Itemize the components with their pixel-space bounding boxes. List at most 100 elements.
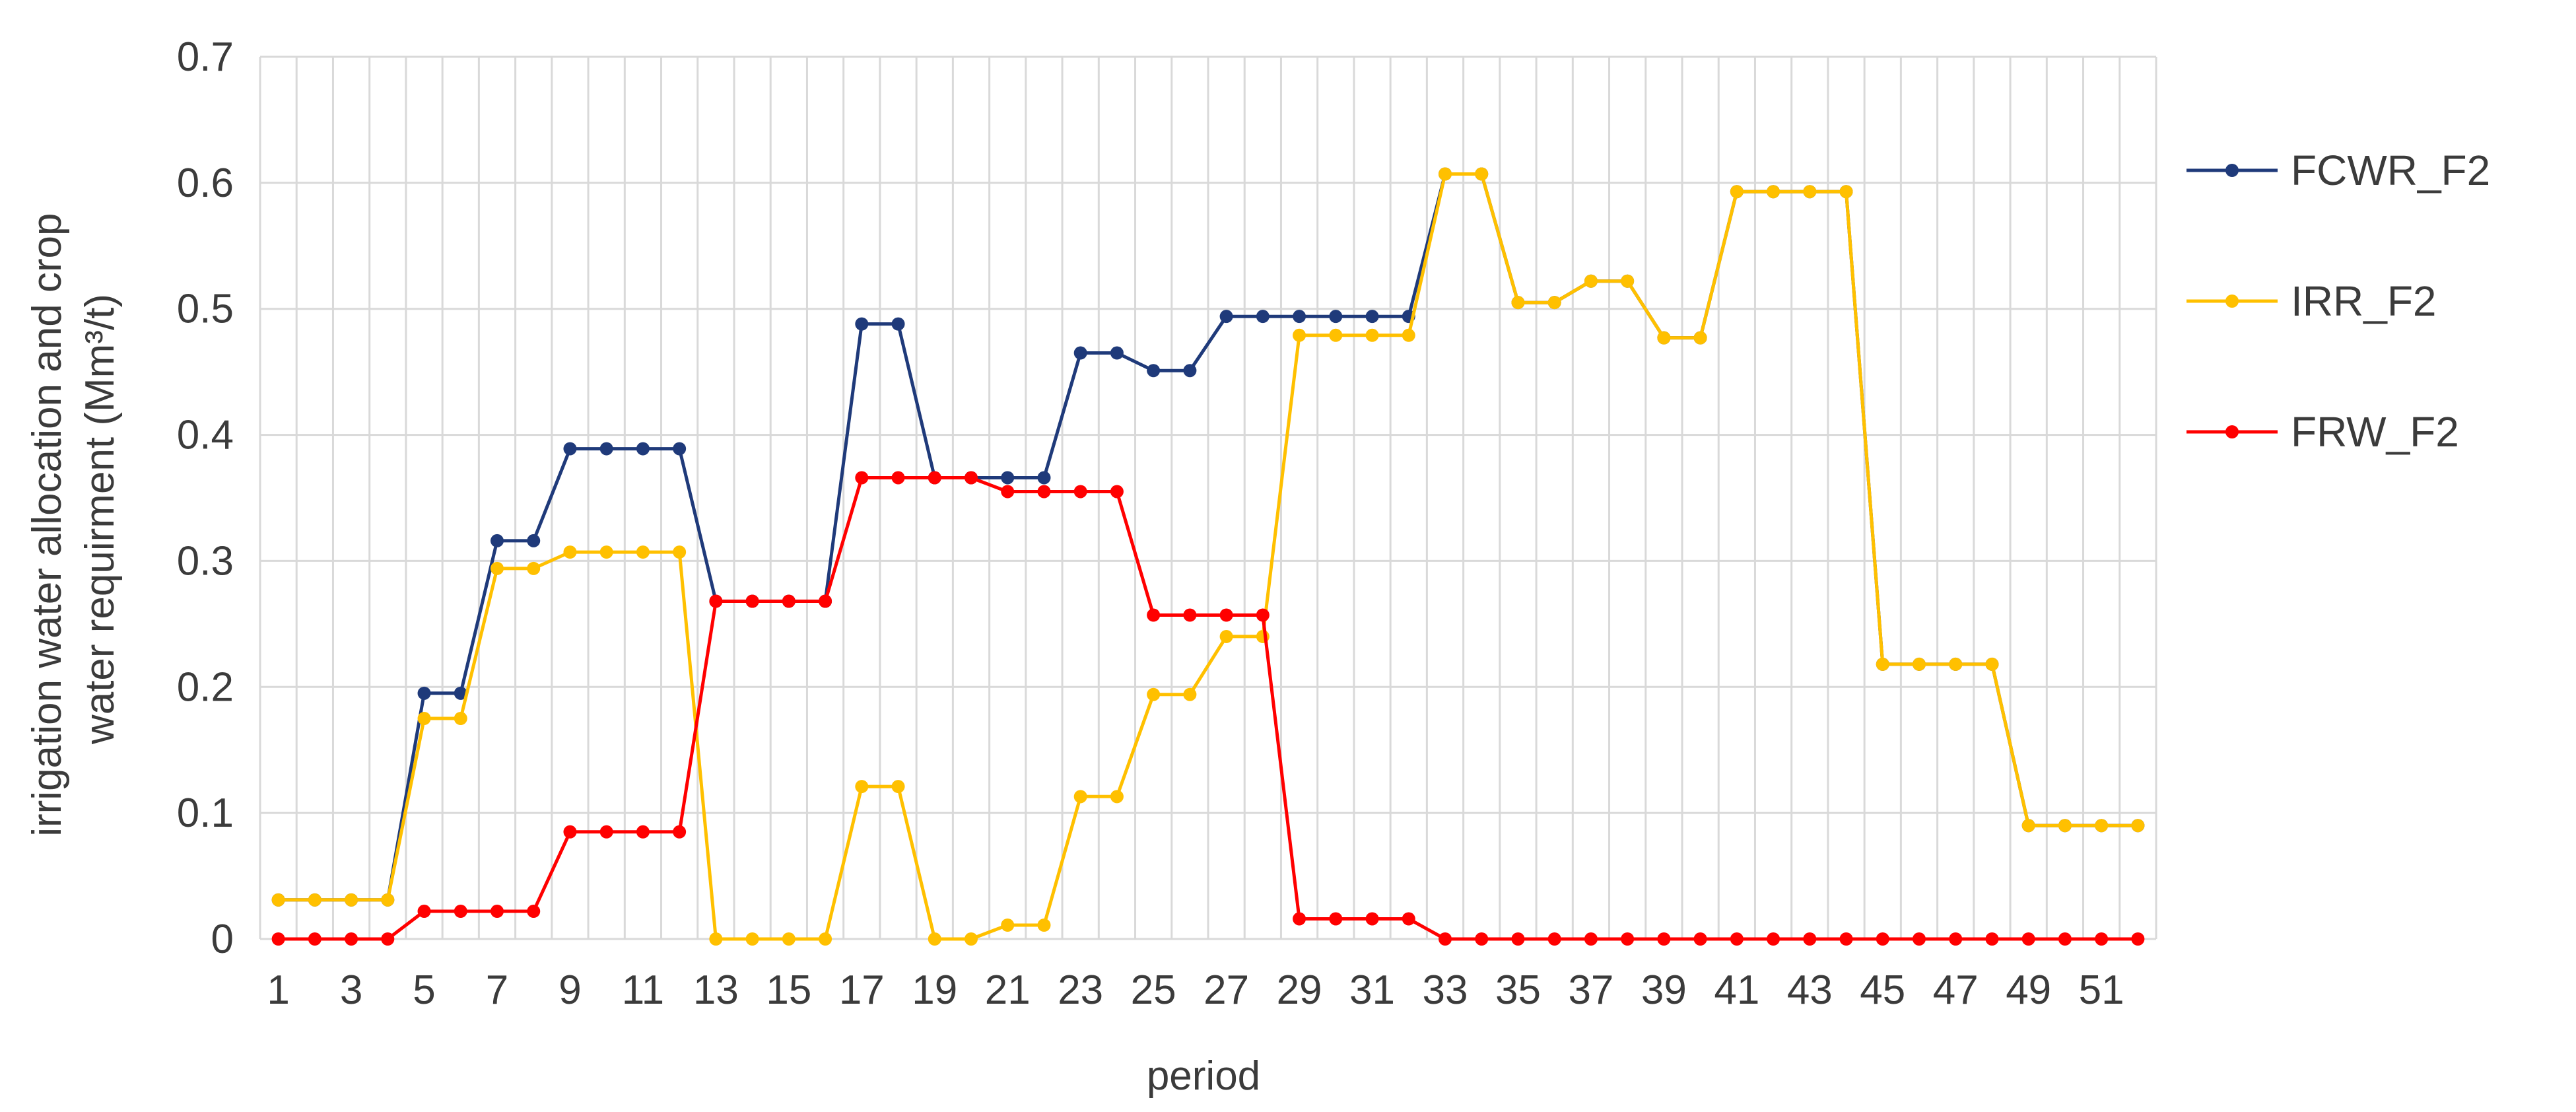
data-point-fcwr-f2	[1293, 310, 1306, 324]
data-point-frw-f2	[928, 471, 941, 485]
data-point-frw-f2	[2021, 932, 2035, 946]
data-point-frw-f2	[2095, 932, 2109, 946]
y-tick-label: 0.4	[177, 413, 234, 458]
data-point-frw-f2	[636, 825, 650, 839]
x-tick-label: 31	[1349, 967, 1395, 1013]
x-tick-label: 51	[2079, 967, 2124, 1013]
data-point-frw-f2	[1147, 608, 1161, 622]
x-tick-labels: 1 3 5 7 9 11 13 15 17 19 21 23 25 27 29 31 33 35 37 39 41 43 4…	[267, 967, 2124, 1013]
x-tick-label: 27	[1203, 967, 1249, 1013]
data-point-irr-f2	[1949, 657, 1963, 671]
data-point-irr-f2	[636, 545, 650, 559]
data-point-frw-f2	[819, 594, 832, 608]
data-point-irr-f2	[1073, 790, 1087, 804]
data-point-irr-f2	[1913, 657, 1926, 671]
x-tick-label: 19	[912, 967, 957, 1013]
data-point-frw-f2	[599, 825, 613, 839]
y-tick-label: 0.5	[177, 287, 234, 332]
x-tick-label: 45	[1860, 967, 1905, 1013]
legend-item-frw-f2: FRW_F2	[2186, 408, 2459, 456]
data-point-frw-f2	[1693, 932, 1707, 946]
data-point-irr-f2	[1730, 185, 1744, 199]
data-point-irr-f2	[1147, 687, 1161, 701]
data-point-irr-f2	[1693, 331, 1707, 345]
data-point-irr-f2	[1110, 790, 1124, 804]
gridlines	[259, 55, 2157, 939]
data-point-frw-f2	[491, 905, 504, 919]
data-point-irr-f2	[491, 561, 504, 575]
data-point-fcwr-f2	[1329, 310, 1343, 324]
data-point-frw-f2	[1475, 932, 1489, 946]
data-point-irr-f2	[1439, 167, 1452, 181]
data-point-fcwr-f2	[527, 534, 541, 547]
data-point-irr-f2	[1803, 185, 1817, 199]
legend: FCWR_F2 IRR_F2 FRW_F2	[2186, 147, 2490, 456]
y-tick-label: 0.2	[177, 664, 234, 710]
data-point-irr-f2	[271, 893, 285, 907]
data-point-irr-f2	[417, 712, 431, 725]
data-point-fcwr-f2	[491, 534, 504, 547]
data-point-frw-f2	[891, 471, 905, 485]
data-point-irr-f2	[1839, 185, 1853, 199]
data-point-frw-f2	[1621, 932, 1635, 946]
data-point-fcwr-f2	[599, 442, 613, 456]
legend-marker-irr-f2	[2225, 295, 2239, 308]
data-point-irr-f2	[965, 932, 978, 946]
data-point-irr-f2	[2058, 819, 2072, 833]
data-point-irr-f2	[1511, 296, 1525, 310]
y-tick-label: 0	[211, 917, 234, 962]
data-point-frw-f2	[1767, 932, 1780, 946]
x-tick-label: 33	[1423, 967, 1468, 1013]
data-point-irr-f2	[381, 893, 395, 907]
data-point-frw-f2	[345, 932, 358, 946]
x-tick-label: 49	[2006, 967, 2051, 1013]
y-axis-title-line-1: irrigation water allocation and crop	[24, 213, 70, 836]
data-point-irr-f2	[1547, 296, 1561, 310]
data-point-frw-f2	[2131, 932, 2145, 946]
x-tick-label: 47	[1933, 967, 1979, 1013]
x-tick-label: 29	[1277, 967, 1322, 1013]
data-point-irr-f2	[1219, 629, 1233, 643]
legend-marker-fcwr-f2	[2225, 164, 2239, 177]
series-line-irr-f2	[278, 172, 2138, 941]
data-point-frw-f2	[745, 594, 759, 608]
data-point-frw-f2	[1329, 912, 1343, 926]
x-tick-label: 1	[267, 967, 289, 1013]
data-point-irr-f2	[709, 932, 723, 946]
data-point-irr-f2	[1037, 919, 1051, 932]
data-point-frw-f2	[1876, 932, 1889, 946]
data-point-frw-f2	[965, 471, 978, 485]
data-point-irr-f2	[782, 932, 796, 946]
data-point-irr-f2	[673, 545, 687, 559]
x-tick-label: 7	[486, 967, 508, 1013]
x-axis-title: period	[1147, 1053, 1260, 1099]
data-point-frw-f2	[2058, 932, 2072, 946]
data-point-fcwr-f2	[417, 686, 431, 700]
data-point-frw-f2	[1511, 932, 1525, 946]
legend-label-fcwr-f2: FCWR_F2	[2291, 147, 2490, 194]
x-tick-label: 35	[1495, 967, 1541, 1013]
data-point-fcwr-f2	[673, 442, 687, 456]
data-point-frw-f2	[1657, 932, 1671, 946]
data-point-irr-f2	[1001, 919, 1015, 932]
data-point-fcwr-f2	[1365, 310, 1379, 324]
data-point-fcwr-f2	[1073, 346, 1087, 360]
x-tick-label: 25	[1131, 967, 1176, 1013]
data-point-irr-f2	[2131, 819, 2145, 833]
data-point-fcwr-f2	[1183, 364, 1197, 378]
x-tick-label: 37	[1568, 967, 1613, 1013]
data-point-frw-f2	[1547, 932, 1561, 946]
legend-item-irr-f2: IRR_F2	[2186, 277, 2437, 325]
x-tick-label: 3	[340, 967, 362, 1013]
data-point-frw-f2	[1110, 485, 1124, 499]
data-point-irr-f2	[891, 780, 905, 794]
data-point-irr-f2	[2095, 819, 2109, 833]
data-point-irr-f2	[563, 545, 577, 559]
data-point-irr-f2	[599, 545, 613, 559]
x-tick-label: 23	[1058, 967, 1103, 1013]
data-point-irr-f2	[1767, 185, 1780, 199]
data-point-irr-f2	[1876, 657, 1889, 671]
y-tick-label: 0.6	[177, 160, 234, 206]
